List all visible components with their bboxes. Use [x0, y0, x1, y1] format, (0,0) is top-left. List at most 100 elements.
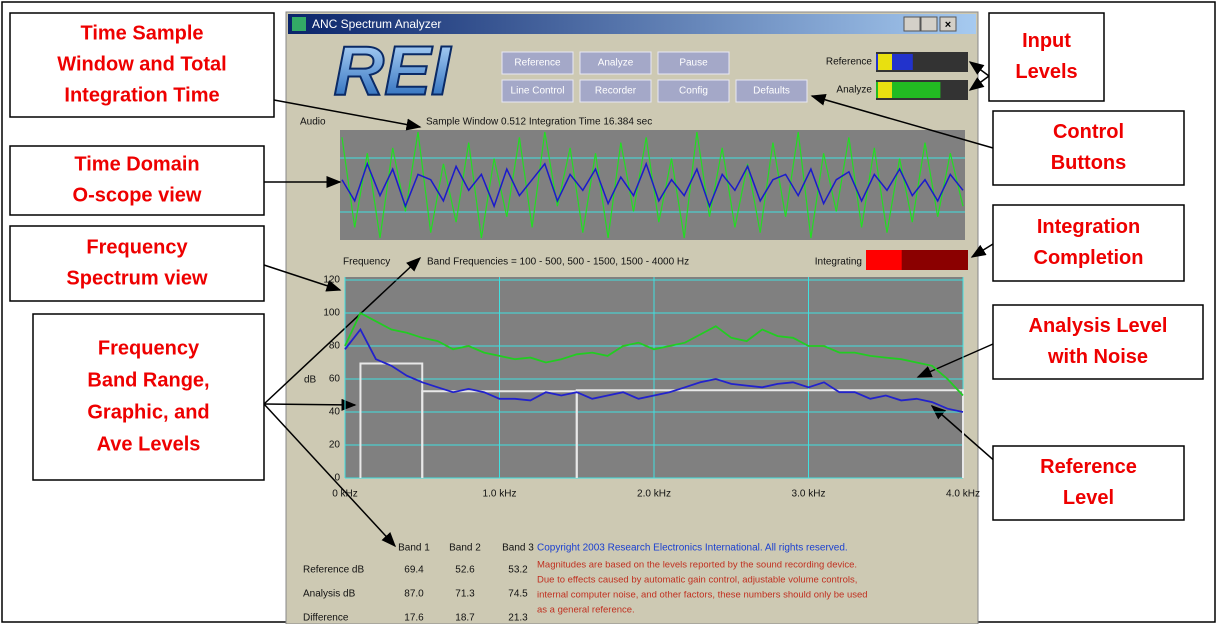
row-label: Reference dB	[303, 565, 364, 576]
callout-arrows	[263, 61, 1031, 548]
table-header: Band 1	[398, 543, 430, 554]
logo: REI	[334, 31, 452, 109]
arrow	[263, 403, 397, 548]
callout-box	[9, 145, 265, 216]
callout-text: Integration	[1037, 216, 1140, 238]
table-cell: 52.6	[455, 565, 475, 576]
row-label: Analysis dB	[303, 589, 356, 600]
meter-peak	[878, 82, 892, 98]
table-cell: 74.5	[508, 589, 528, 600]
callout-text: Input	[1022, 30, 1071, 52]
y-tick-label: 120	[323, 275, 340, 286]
x-tick-label: 4.0 kHz	[946, 489, 980, 500]
callout-box	[992, 445, 1185, 521]
close-button[interactable]	[939, 16, 957, 32]
table-header: Band 3	[502, 543, 534, 554]
arrow	[273, 99, 422, 131]
button[interactable]	[657, 51, 730, 75]
callout-text: Levels	[1015, 61, 1077, 83]
y-tick-label: 80	[329, 341, 341, 352]
callout-text: Buttons	[1051, 152, 1127, 174]
window: ANC Spectrum Analyzer × REI Audio Sample…	[285, 11, 979, 624]
button-label: Pause	[679, 58, 708, 69]
table-cell: 69.4	[404, 565, 424, 576]
x-tick-label: 1.0 kHz	[483, 489, 517, 500]
table-cell: 21.3	[508, 613, 528, 624]
button[interactable]	[579, 79, 652, 103]
x-tick-label: 0 kHz	[332, 489, 358, 500]
disclaimer-line: Magnitudes are based on the levels repor…	[537, 560, 857, 571]
callout-box	[992, 304, 1204, 380]
callout-text: Window and Total	[57, 53, 226, 75]
disclaimer-line: as a general reference.	[537, 605, 635, 616]
button-label: Defaults	[753, 86, 790, 97]
callout-text: Spectrum view	[66, 267, 208, 289]
callout-text: Graphic, and	[87, 401, 209, 423]
x-tick-label: 2.0 kHz	[637, 489, 671, 500]
button-label: Line Control	[511, 86, 565, 97]
callout-box	[9, 12, 275, 118]
table-cell: 18.7	[455, 613, 475, 624]
callout-box	[988, 12, 1105, 102]
progress-fill	[866, 250, 902, 270]
callout-text: Frequency	[86, 236, 188, 258]
arrow	[970, 243, 994, 258]
window-title: ANC Spectrum Analyzer	[312, 17, 441, 31]
y-axis-label: dB	[304, 375, 317, 386]
disclaimer-line: Due to effects caused by automatic gain …	[537, 575, 857, 586]
frequency-label: Frequency	[343, 257, 390, 268]
callout-text: Completion	[1034, 247, 1144, 269]
arrow	[810, 93, 994, 149]
callout-text: Integration Time	[64, 84, 219, 106]
callout-text: Ave Levels	[97, 433, 201, 455]
meter-peak	[878, 54, 892, 70]
app-icon	[292, 17, 306, 31]
meter-label: Analyze	[836, 85, 872, 96]
maximize-button[interactable]	[920, 16, 938, 32]
table-cell: 71.3	[455, 589, 475, 600]
callout-text: Reference	[1040, 456, 1137, 478]
meter-level	[876, 82, 941, 98]
y-tick-label: 100	[323, 308, 340, 319]
button[interactable]	[735, 79, 808, 103]
minimize-button[interactable]	[903, 16, 921, 32]
arrow	[916, 343, 994, 378]
callout-text: O-scope view	[73, 184, 202, 206]
callout-text: Analysis Level	[1029, 315, 1168, 337]
button[interactable]	[657, 79, 730, 103]
row-label: Difference	[303, 613, 349, 624]
spectrum-line	[344, 327, 964, 413]
callout-box	[992, 204, 1185, 282]
callout-text: Time Sample	[80, 22, 203, 44]
callout-text: with Noise	[1047, 346, 1148, 368]
callout-box	[9, 225, 265, 302]
button[interactable]	[501, 79, 574, 103]
table-header: Band 2	[449, 543, 481, 554]
spectrum-line	[344, 311, 964, 397]
y-tick-label: 20	[329, 440, 341, 451]
y-tick-label: 40	[329, 407, 341, 418]
scope-trace	[341, 131, 964, 239]
close-glyph: ×	[945, 19, 951, 31]
x-tick-label: 3.0 kHz	[792, 489, 826, 500]
band-level	[575, 389, 964, 478]
table-cell: 53.2	[508, 565, 528, 576]
callout-box	[992, 110, 1185, 186]
arrow	[263, 264, 342, 292]
arrow	[968, 61, 990, 77]
audio-label: Audio	[300, 117, 326, 128]
callout-text: Control	[1053, 121, 1124, 143]
meter-label: Reference	[826, 57, 873, 68]
button-label: Config	[679, 86, 708, 97]
arrow	[263, 256, 422, 405]
button[interactable]	[501, 51, 574, 75]
arrow	[263, 398, 357, 411]
y-tick-label: 60	[329, 374, 341, 385]
disclaimer-line: internal computer noise, and other facto…	[537, 590, 868, 601]
callout-text: Frequency	[98, 337, 200, 359]
button[interactable]	[579, 51, 652, 75]
table-cell: 87.0	[404, 589, 424, 600]
band-info: Band Frequencies = 100 - 500, 500 - 1500…	[427, 257, 689, 268]
callout-text: Level	[1063, 487, 1114, 509]
